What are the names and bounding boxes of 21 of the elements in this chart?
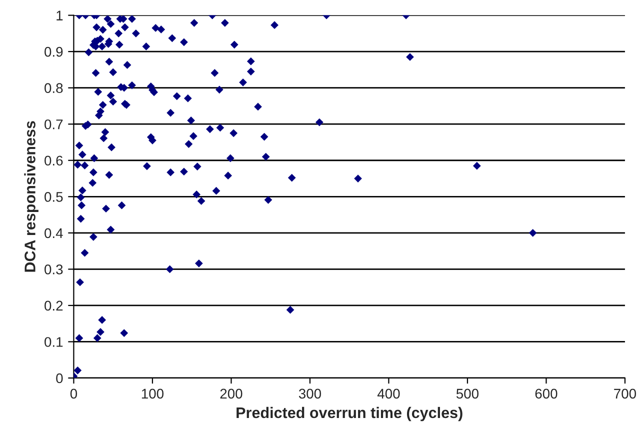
x-tick-label: 600: [535, 388, 558, 399]
y-axis-title: DCA responsiveness: [24, 121, 38, 272]
x-tick-label: 300: [298, 388, 322, 399]
y-tick-label: 0.6: [44, 156, 63, 166]
y-tick-label: 0.2: [44, 300, 63, 311]
y-tick-label: 0.9: [44, 46, 63, 57]
y-tick-label: 0.5: [44, 192, 63, 202]
y-tick-label: 1: [56, 10, 63, 20]
y-tick-label: 0.8: [44, 83, 63, 94]
y-tick-label: 0: [56, 373, 63, 384]
y-tick-label: 0.1: [44, 337, 63, 347]
x-tick-label: 0: [70, 388, 78, 399]
y-tick-label: 0.7: [44, 119, 63, 130]
x-tick-label: 400: [377, 388, 400, 399]
x-tick-label: 700: [614, 388, 636, 399]
x-axis-title: Predicted overrun time (cycles): [236, 406, 462, 422]
y-tick-label: 0.3: [44, 264, 63, 274]
y-tick-label: 0.4: [44, 228, 63, 238]
x-tick-label: 500: [456, 388, 479, 399]
x-tick-label: 200: [220, 388, 242, 399]
x-tick-label: 100: [142, 388, 164, 399]
